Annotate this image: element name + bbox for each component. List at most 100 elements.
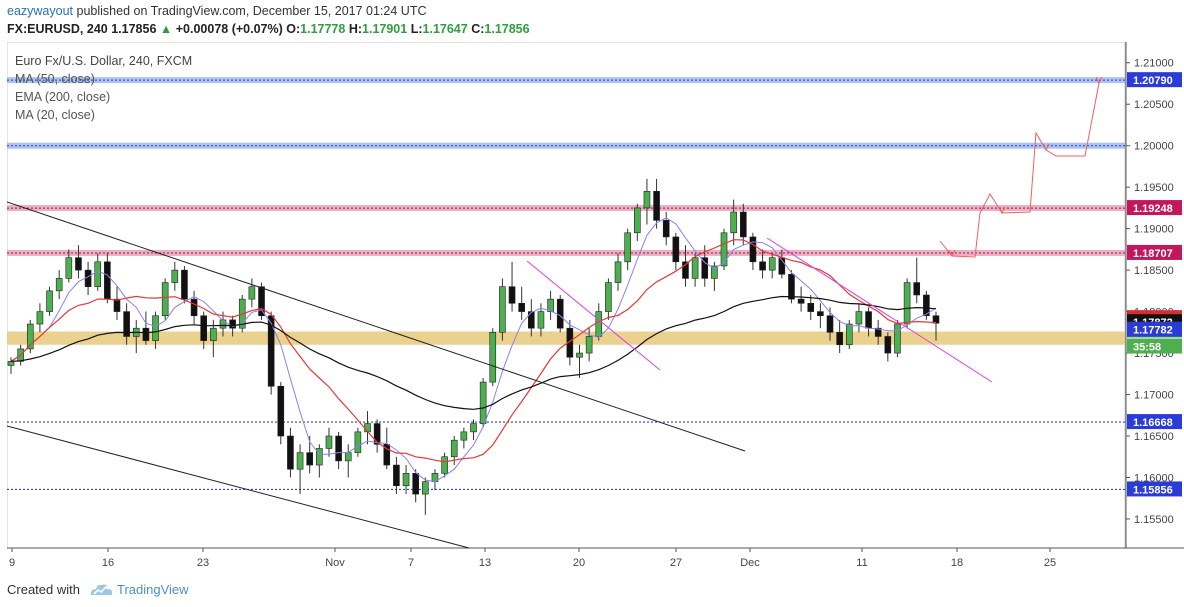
- candle-body: [26, 323, 34, 350]
- publish-line: eazywayout published on TradingView.com,…: [7, 4, 426, 18]
- candle-body: [479, 381, 487, 424]
- candle-body: [210, 327, 217, 341]
- candle-body: [152, 315, 159, 341]
- candle-body: [508, 286, 516, 304]
- candle-body: [672, 236, 680, 263]
- support-band: [7, 331, 1125, 345]
- candle-body: [450, 439, 458, 458]
- x-tick-label: Nov: [325, 557, 345, 569]
- price-tag: [1127, 414, 1182, 430]
- x-tick-label: 13: [479, 557, 491, 569]
- candle-body: [316, 448, 323, 466]
- candle-body: [489, 332, 497, 383]
- projection-path: [939, 82, 1100, 258]
- chart-header: eazywayout published on TradingView.com,…: [0, 0, 1184, 42]
- tradingview-brand-link[interactable]: TradingView: [117, 582, 189, 597]
- candle-body: [325, 435, 333, 449]
- y-tick-label: 1.16500: [1134, 431, 1174, 443]
- candle-body: [624, 232, 631, 263]
- candle-body: [807, 302, 815, 312]
- candle-body: [470, 423, 477, 433]
- candle-body: [104, 261, 111, 300]
- candle-body: [94, 261, 102, 288]
- candle-body: [759, 261, 766, 271]
- candle-body: [576, 352, 583, 358]
- published-text: published on TradingView.com, December 1…: [76, 4, 427, 18]
- author-link[interactable]: eazywayout: [7, 4, 74, 18]
- price-tag: [1127, 481, 1182, 497]
- candle-body: [653, 191, 660, 221]
- price-chart[interactable]: 1.21000 1.20500 1.20000 1.19500 1.19000 1.185…: [7, 42, 1184, 572]
- candle-body: [585, 336, 593, 354]
- candle-body: [65, 257, 73, 279]
- resistance-band: [7, 249, 1125, 256]
- x-tick-label: 7: [408, 557, 414, 569]
- change-up-icon: ▲: [159, 22, 173, 36]
- candle-body: [354, 431, 362, 453]
- candle-body: [402, 473, 410, 487]
- candle-body: [739, 211, 747, 238]
- resistance-band: [7, 77, 1125, 84]
- tradingview-logo-icon[interactable]: [88, 581, 114, 599]
- chart-legend: Euro Fx/U.S. Dollar, 240, FXCM MA (50, c…: [15, 52, 192, 124]
- candle-body: [595, 311, 603, 337]
- candle-body: [287, 435, 294, 470]
- channel-lower-trendline: [7, 425, 470, 549]
- ma50-line: [10, 239, 937, 463]
- symbol-label: FX:EURUSD, 240: [7, 22, 108, 36]
- legend-ma20[interactable]: MA (20, close): [15, 108, 95, 122]
- x-tick-label: 27: [670, 557, 682, 569]
- legend-ma50[interactable]: MA (50, close): [15, 72, 95, 86]
- projection-arrowhead: [998, 206, 1006, 215]
- price-tag-label: 35:58: [1133, 342, 1161, 354]
- price-tag-label: 1.19248: [1133, 203, 1173, 215]
- price-tag-label: 1.17782: [1133, 325, 1173, 337]
- candle-body: [711, 265, 718, 279]
- candle-body: [412, 473, 419, 495]
- candle-body: [720, 232, 728, 267]
- y-tick-label: 1.20000: [1134, 141, 1174, 153]
- candle-body: [614, 261, 622, 283]
- candle-body: [855, 311, 863, 325]
- candle-body: [219, 319, 227, 329]
- candle-body: [749, 236, 757, 263]
- candle-body: [200, 315, 208, 341]
- candle-body: [258, 286, 265, 317]
- candle-body: [768, 257, 776, 271]
- high-value: 1.17901: [362, 22, 408, 36]
- candle-body: [884, 336, 892, 354]
- resistance-band: [7, 142, 1125, 149]
- x-tick-label: 23: [197, 557, 209, 569]
- candle-body: [537, 311, 545, 329]
- price-tag: [1127, 200, 1182, 216]
- legend-ema200[interactable]: EMA (200, close): [15, 90, 111, 104]
- y-tick-label: 1.15500: [1134, 514, 1174, 526]
- low-value: 1.17647: [422, 22, 468, 36]
- quote-line: FX:EURUSD, 240 1.17856 ▲ +0.00078 (+0.07…: [7, 22, 530, 36]
- candle-body: [836, 332, 843, 346]
- candle-body: [460, 431, 468, 441]
- open-label: O:: [286, 22, 301, 36]
- candle-body: [123, 311, 130, 337]
- candle-body: [874, 327, 882, 337]
- candle-body: [190, 298, 198, 317]
- candle-body: [903, 282, 911, 325]
- candle-body: [422, 481, 429, 495]
- last-price: 1.17856: [111, 22, 157, 36]
- candle-body: [518, 302, 525, 312]
- candle-body: [894, 323, 901, 354]
- candle-body: [7, 361, 15, 366]
- candle-body: [730, 211, 737, 234]
- candle-body: [817, 311, 824, 317]
- x-tick-label: Dec: [740, 557, 760, 569]
- pink-trendline: [766, 237, 993, 383]
- close-value: 1.17856: [484, 22, 530, 36]
- candle-body: [845, 323, 853, 346]
- chart-area[interactable]: 1.21000 1.20500 1.20000 1.19500 1.19000 1.185…: [7, 42, 1184, 572]
- candle-body: [393, 464, 400, 487]
- price-change: +0.00078 (+0.07%): [175, 22, 283, 36]
- footer: Created with TradingView: [0, 573, 1184, 607]
- resistance-band: [7, 205, 1125, 212]
- projection-arrowhead: [1095, 76, 1103, 85]
- candle-body: [691, 257, 699, 279]
